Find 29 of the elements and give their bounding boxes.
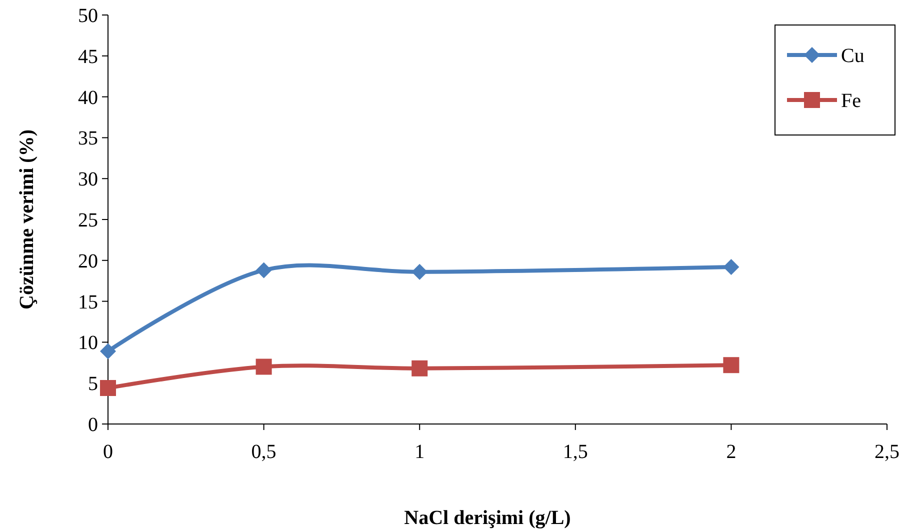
point xyxy=(100,343,116,360)
x-tick-label: 2 xyxy=(726,441,736,463)
point xyxy=(256,358,272,375)
point xyxy=(723,258,740,275)
x-tick-label: 2,5 xyxy=(874,441,900,463)
point xyxy=(412,264,428,280)
point xyxy=(100,380,116,396)
x-tick-label: 0,5 xyxy=(251,441,276,463)
x-axis-title: NaCl derişimi (g/L) xyxy=(404,507,571,529)
y-tick-label: 30 xyxy=(78,168,98,191)
y-tick-label: 25 xyxy=(78,210,98,232)
y-tick-label: 50 xyxy=(78,5,98,27)
y-tick-label: 45 xyxy=(78,46,98,68)
point xyxy=(412,360,428,376)
y-tick-label: 5 xyxy=(88,373,98,396)
point xyxy=(723,357,740,374)
y-tick-label: 10 xyxy=(78,332,98,354)
point xyxy=(256,262,272,278)
y-tick-label: 15 xyxy=(78,291,98,314)
x-tick-label: 1,5 xyxy=(562,441,588,463)
y-axis-title: Çözünme verimi (%) xyxy=(16,130,38,310)
legend-label: Fe xyxy=(841,90,862,112)
y-tick-label: 20 xyxy=(78,250,98,272)
x-tick-label: 1 xyxy=(414,441,425,463)
legend-label: Cu xyxy=(841,45,864,67)
y-tick-label: 40 xyxy=(78,86,98,109)
y-tick-label: 35 xyxy=(78,128,98,150)
y-tick-label: 0 xyxy=(88,414,98,436)
x-tick-label: 0 xyxy=(103,441,113,463)
